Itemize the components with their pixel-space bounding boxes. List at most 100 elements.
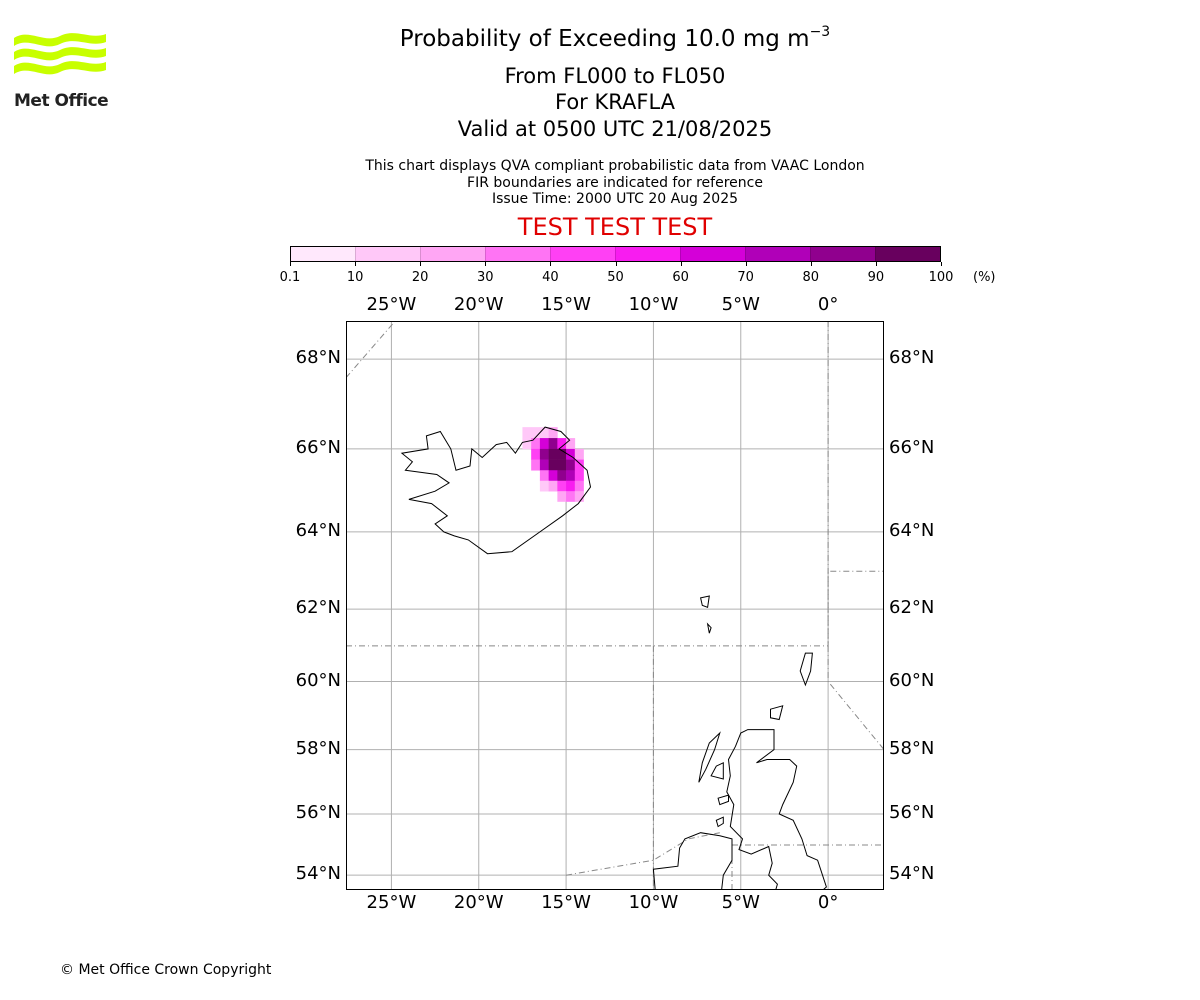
probability-cell xyxy=(548,427,558,439)
colorbar-tick-mark xyxy=(290,262,291,266)
copyright-notice: © Met Office Crown Copyright xyxy=(60,962,272,978)
description-line-2: FIR boundaries are indicated for referen… xyxy=(467,175,763,191)
ash-probability-field xyxy=(522,427,584,502)
fir-boundaries xyxy=(346,321,884,890)
title-text: Probability of Exceeding 10.0 mg m xyxy=(399,26,810,52)
colorbar-tick-label: 100 xyxy=(928,270,954,285)
colorbar-tick-label: 0.1 xyxy=(279,270,301,285)
longitude-label-bottom: 0° xyxy=(817,892,839,913)
issue-time: Issue Time: 2000 UTC 20 Aug 2025 xyxy=(491,191,739,207)
latitude-label-right: 66°N xyxy=(889,436,935,458)
colorbar-unit: (%) xyxy=(973,270,996,285)
colorbar-segment xyxy=(291,247,355,261)
colorbar-segment xyxy=(615,247,680,261)
longitude-label-top: 20°W xyxy=(453,294,504,315)
probability-cell xyxy=(557,438,567,450)
title-exponent: −3 xyxy=(809,24,831,40)
graticule xyxy=(346,321,884,890)
probability-cell xyxy=(539,448,549,460)
latitude-label-left: 62°N xyxy=(295,597,341,619)
colorbar-tick-mark xyxy=(615,262,617,266)
probability-cell xyxy=(557,459,567,471)
latitude-label-left: 60°N xyxy=(295,669,341,691)
faroe-islands-coastline xyxy=(706,622,712,634)
latitude-label-left: 56°N xyxy=(295,802,341,824)
latitude-label-left: 58°N xyxy=(295,737,341,759)
great-britain-coastline xyxy=(726,729,827,890)
colorbar-segment xyxy=(745,247,810,261)
latitude-label-right: 64°N xyxy=(889,519,935,541)
probability-cell xyxy=(566,459,576,471)
latitude-label-right: 58°N xyxy=(889,737,935,759)
probability-cell xyxy=(557,448,567,460)
probability-cell xyxy=(548,459,558,471)
colorbar-tick-label: 90 xyxy=(867,270,885,285)
probability-map xyxy=(346,321,884,890)
colorbar-tick-mark xyxy=(745,262,747,266)
probability-cell xyxy=(566,438,576,450)
colorbar-tick-label: 10 xyxy=(346,270,364,285)
probability-cell xyxy=(557,470,567,482)
probability-cell xyxy=(531,459,541,471)
fir-boundary-line xyxy=(346,321,396,379)
colorbar-segment xyxy=(485,247,550,261)
longitude-label-top: 0° xyxy=(817,294,839,315)
colorbar-tick-mark xyxy=(420,262,422,266)
colorbar-segment xyxy=(550,247,615,261)
colorbar-tick-mark xyxy=(485,262,487,266)
probability-cell xyxy=(574,448,584,460)
probability-cell xyxy=(539,427,549,439)
longitude-label-top: 15°W xyxy=(541,294,591,315)
colorbar-segment xyxy=(810,247,875,261)
skye-coastline xyxy=(710,762,724,780)
probability-colorbar xyxy=(290,246,941,262)
hebrides-coastline xyxy=(698,731,721,783)
longitude-label-top: 5°W xyxy=(721,294,760,315)
latitude-label-left: 66°N xyxy=(295,436,341,458)
colorbar-tick-label: 30 xyxy=(477,270,494,285)
probability-cell xyxy=(574,470,584,482)
probability-cell xyxy=(548,438,558,450)
shetland-coastline xyxy=(799,652,813,687)
chart-title: Probability of Exceeding 10.0 mg m−3 xyxy=(0,24,1200,52)
latitude-label-right: 62°N xyxy=(889,597,935,619)
probability-cell xyxy=(574,491,584,502)
logo-text: Met Office xyxy=(14,91,109,111)
islay-coastline xyxy=(715,816,724,828)
colorbar-tick-label: 20 xyxy=(411,270,429,285)
colorbar-tick-label: 80 xyxy=(802,270,820,285)
description-line-1: This chart displays QVA compliant probab… xyxy=(365,158,865,174)
longitude-label-top: 10°W xyxy=(628,294,679,315)
probability-cell xyxy=(574,480,584,492)
flight-level-range: From FL000 to FL050 xyxy=(504,64,726,88)
probability-cell xyxy=(539,459,549,471)
probability-cell xyxy=(522,427,532,439)
probability-cell xyxy=(566,480,576,492)
colorbar-tick-label: 60 xyxy=(672,270,689,285)
probability-cell xyxy=(557,480,567,492)
colorbar-tick-mark xyxy=(355,262,357,266)
colorbar-tick-mark xyxy=(941,262,942,266)
colorbar-segment xyxy=(420,247,485,261)
latitude-label-left: 54°N xyxy=(295,863,341,885)
colorbar-tick-mark xyxy=(810,262,812,266)
faroe-islands-coastline xyxy=(700,595,710,608)
colorbar-segment xyxy=(355,247,420,261)
longitude-label-bottom: 5°W xyxy=(721,892,760,913)
probability-cell xyxy=(574,459,584,471)
colorbar-segment xyxy=(875,247,940,261)
latitude-label-right: 54°N xyxy=(889,863,935,885)
probability-cell xyxy=(531,448,541,460)
probability-cell xyxy=(522,438,532,450)
colorbar-tick-mark xyxy=(550,262,552,266)
colorbar-tick-label: 50 xyxy=(607,270,624,285)
fir-boundary-line xyxy=(566,832,720,876)
latitude-label-right: 68°N xyxy=(889,347,935,369)
test-banner: TEST TEST TEST xyxy=(517,213,713,241)
probability-cell xyxy=(566,448,576,460)
probability-cell xyxy=(539,470,549,482)
fir-boundary-line xyxy=(827,321,884,750)
probability-cell xyxy=(548,480,558,492)
latitude-label-right: 56°N xyxy=(889,802,935,824)
volcano-name: For KRAFLA xyxy=(555,90,675,114)
